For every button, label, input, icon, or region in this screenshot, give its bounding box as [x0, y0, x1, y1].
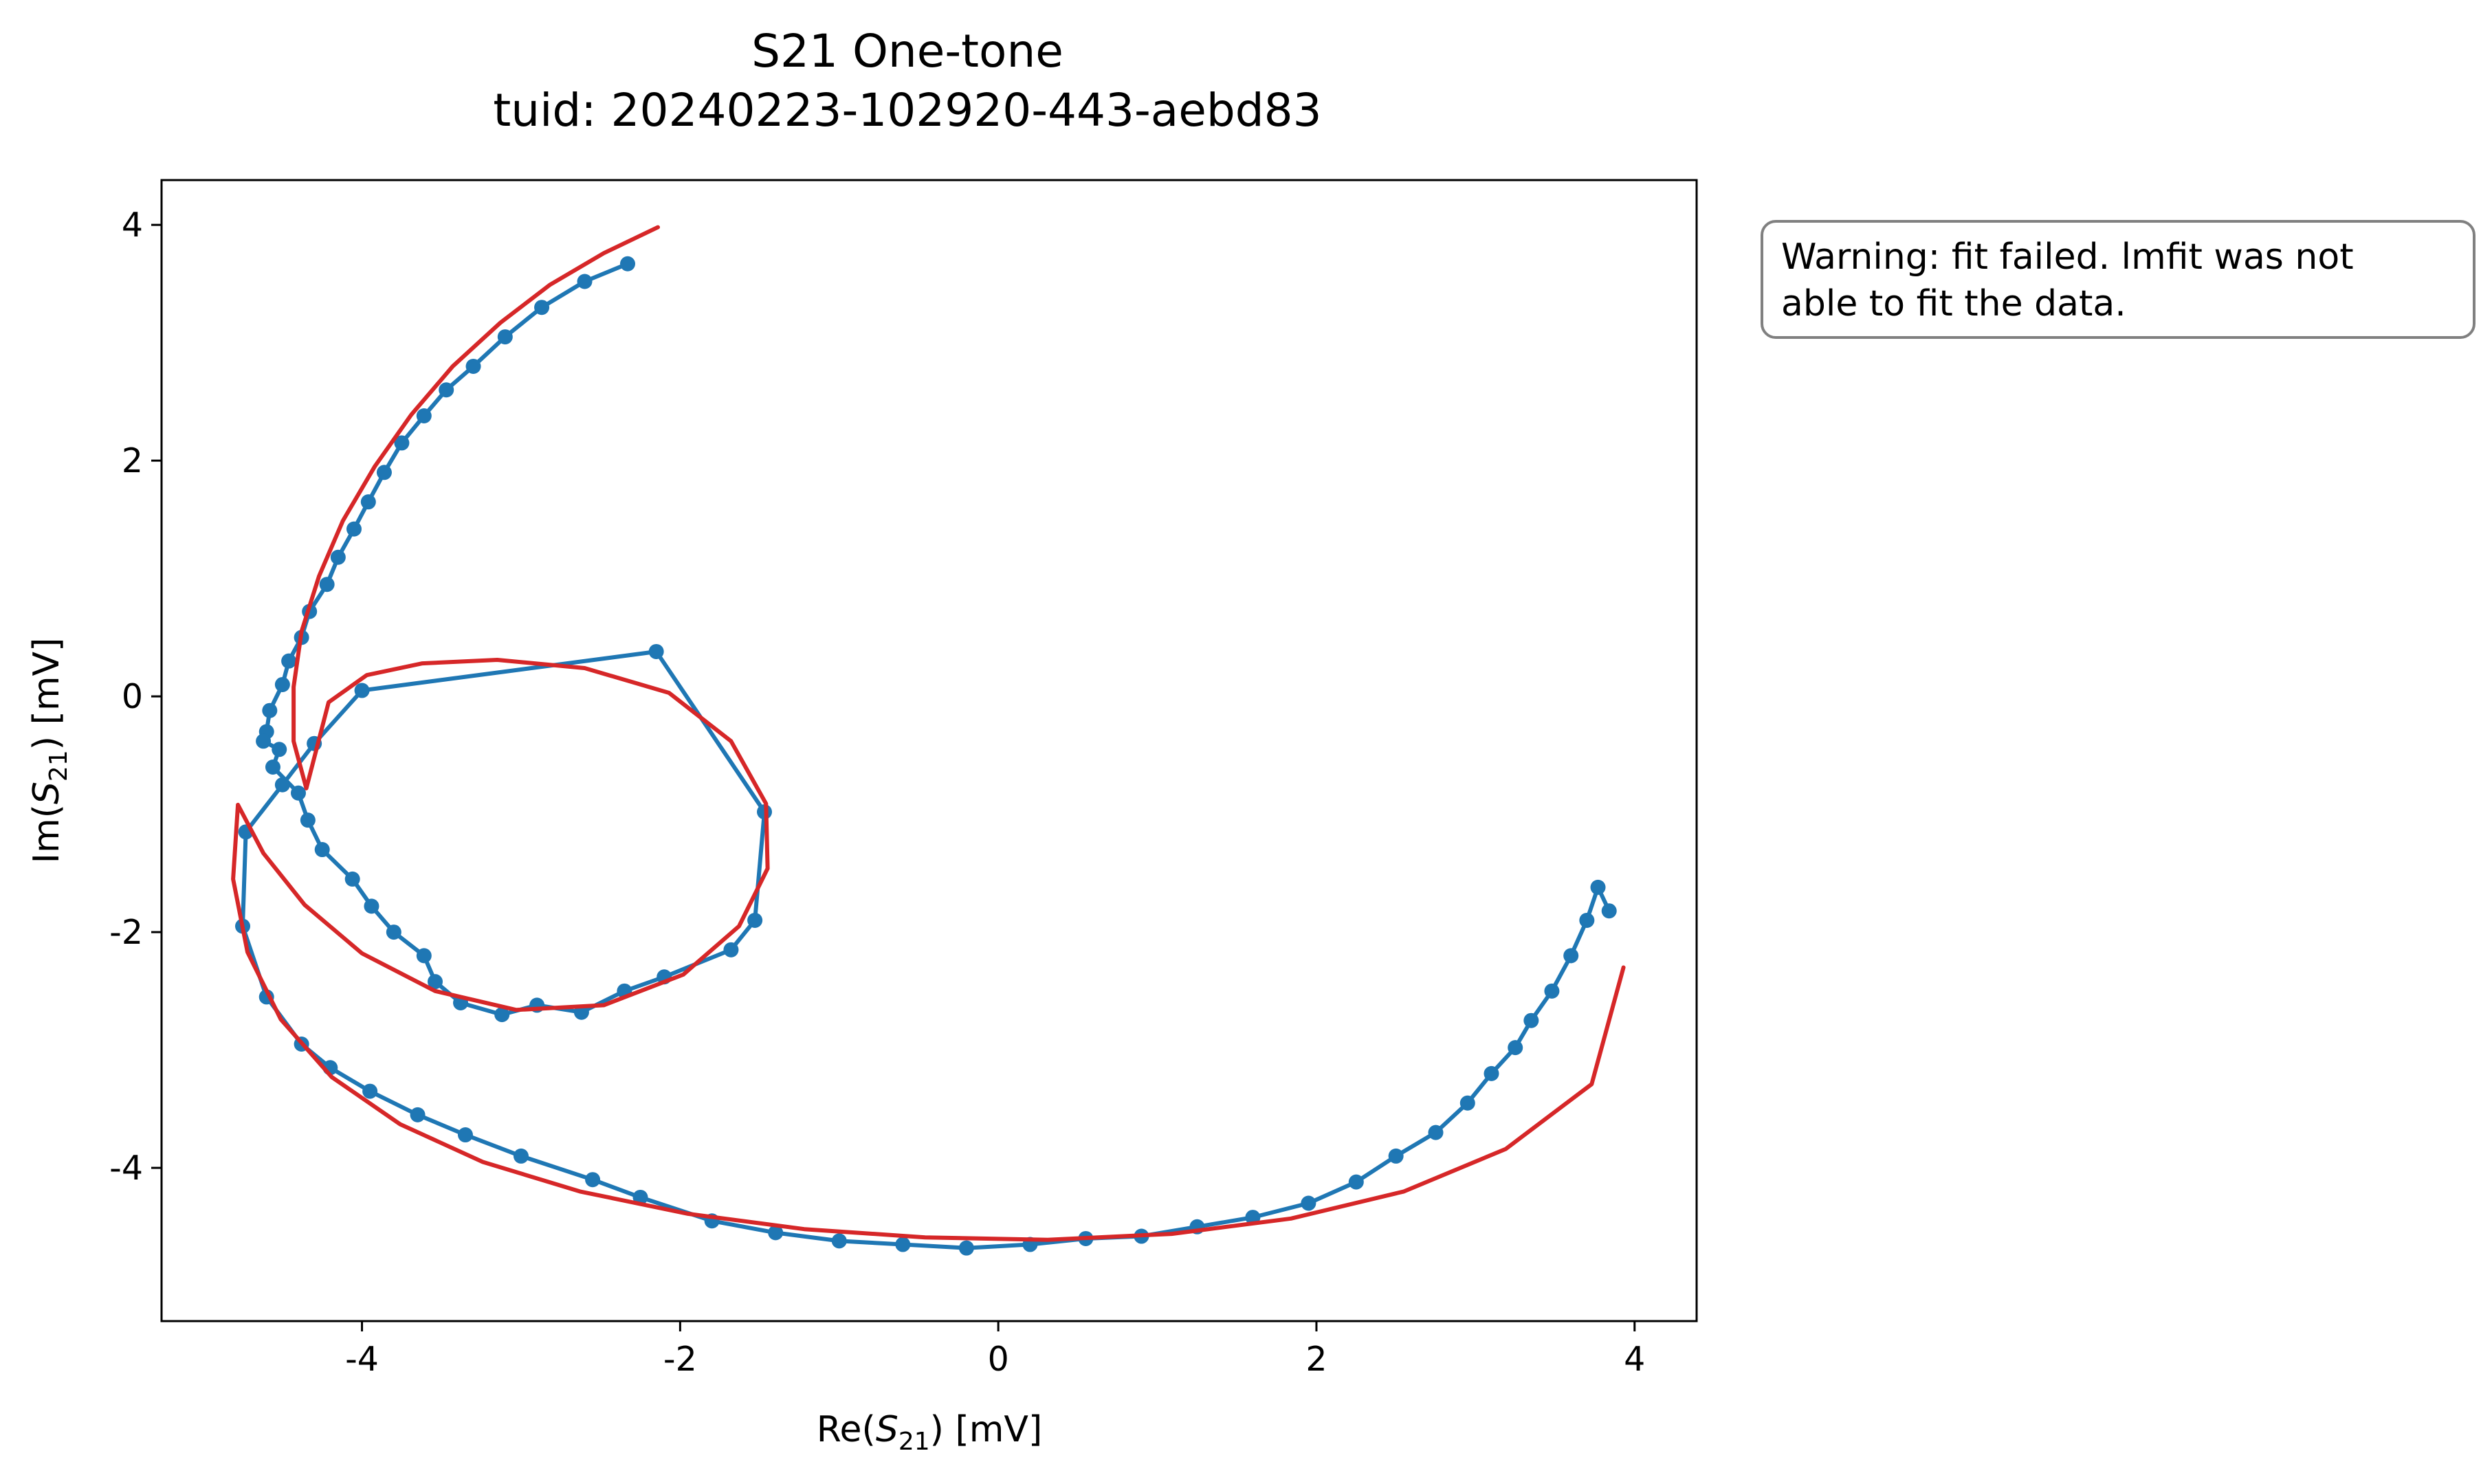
x-tick-label: 2	[1305, 1340, 1327, 1379]
data-point	[585, 1172, 601, 1188]
plot-area-frame	[160, 179, 1698, 1322]
data-point	[346, 521, 362, 537]
data-point	[768, 1225, 784, 1241]
data-point	[291, 785, 307, 801]
data-point	[274, 676, 290, 692]
x-tick-label: 4	[1624, 1340, 1645, 1379]
data-point	[494, 1007, 510, 1023]
series-1	[231, 225, 1626, 1242]
fit-warning-line-1: Warning: fit failed. lmfit was not	[1781, 236, 2354, 278]
data-point	[281, 653, 297, 669]
data-point	[723, 942, 739, 957]
data-point	[1348, 1174, 1364, 1190]
data-point	[1563, 948, 1579, 964]
fit-warning-line-2: able to fit the data.	[1781, 283, 2126, 324]
y-tick-label: -4	[109, 1149, 143, 1188]
data-point	[439, 382, 454, 398]
data-point	[416, 408, 432, 423]
data-point	[1388, 1148, 1404, 1164]
data-point	[1428, 1125, 1444, 1140]
data-point	[1590, 879, 1606, 895]
data-point	[330, 549, 346, 565]
data-point	[300, 812, 316, 828]
data-point	[354, 683, 370, 698]
data-point	[1579, 912, 1595, 928]
data-point	[1484, 1065, 1499, 1081]
data-point	[1301, 1195, 1316, 1211]
data-point	[262, 702, 278, 718]
data-point	[364, 898, 379, 914]
data-point	[314, 842, 330, 858]
chart-title: S21 One-tone	[751, 25, 1063, 78]
data-point	[747, 912, 763, 928]
x-tick-label: 0	[988, 1340, 1009, 1379]
y-tick-label: 0	[122, 677, 143, 716]
data-point	[895, 1237, 911, 1252]
chart-subtitle: tuid: 20240223-102920-443-aebd83	[493, 84, 1321, 137]
series-1-line	[231, 225, 1626, 1242]
fit-warning-box: Warning: fit failed. lmfit was not able …	[1761, 220, 2476, 339]
x-tick-label: -2	[663, 1340, 697, 1379]
data-point	[394, 435, 410, 451]
data-point	[577, 274, 593, 289]
data-point	[386, 924, 401, 940]
data-point	[272, 742, 287, 757]
data-point	[465, 358, 481, 374]
data-point	[344, 871, 360, 887]
data-point	[1508, 1040, 1523, 1056]
data-point	[362, 1083, 378, 1099]
data-point	[256, 733, 272, 749]
data-point	[1601, 903, 1617, 919]
y-tick-label: 4	[122, 206, 143, 245]
y-tick-label: 2	[122, 441, 143, 480]
series-layer	[231, 225, 1626, 1256]
data-point	[958, 1240, 974, 1256]
data-point	[428, 974, 443, 990]
data-point	[619, 256, 635, 272]
data-point	[831, 1233, 847, 1249]
series-0-line	[241, 261, 1611, 1250]
data-point	[360, 494, 376, 510]
data-point	[319, 577, 335, 593]
tick-labels: -4 -2 0 2 4 -4 -2 0 2 4	[109, 206, 1645, 1379]
x-tick-label: -4	[345, 1340, 379, 1379]
x-axis-label: Re(S21) [mV]	[817, 1409, 1043, 1456]
series-0	[235, 256, 1617, 1256]
data-point	[534, 300, 550, 315]
data-point	[410, 1107, 426, 1122]
tick-marks	[151, 223, 1636, 1331]
data-point	[416, 948, 432, 964]
data-point	[274, 777, 290, 793]
data-point	[1459, 1095, 1475, 1111]
data-point	[497, 329, 513, 345]
data-point	[648, 643, 664, 659]
data-point	[513, 1148, 529, 1164]
data-point	[376, 465, 392, 480]
data-point	[265, 760, 280, 775]
data-point	[1523, 1012, 1539, 1028]
data-point	[457, 1127, 473, 1143]
y-tick-label: -2	[109, 913, 143, 952]
data-point	[1544, 983, 1560, 999]
y-axis-label: Im(S21) [mV]	[26, 638, 73, 864]
